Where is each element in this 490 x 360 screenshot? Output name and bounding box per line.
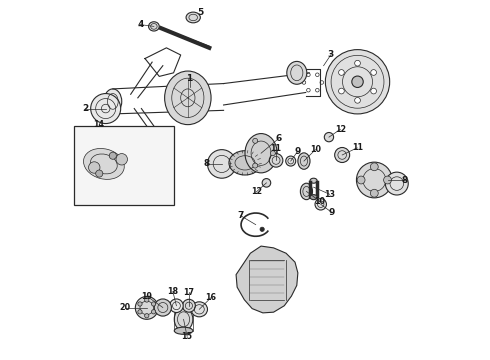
Circle shape [355,98,360,103]
Ellipse shape [165,71,211,125]
Ellipse shape [83,148,124,179]
Text: 2: 2 [82,104,88,113]
Circle shape [270,154,283,167]
Ellipse shape [287,62,307,84]
Text: 19: 19 [141,292,152,301]
Text: 11: 11 [270,144,282,153]
Circle shape [371,88,376,94]
Text: 8: 8 [402,176,408,185]
Circle shape [182,299,196,312]
Text: 10: 10 [310,145,321,154]
Text: 17: 17 [183,288,195,297]
Circle shape [138,302,142,306]
Circle shape [96,170,103,177]
Text: 8: 8 [204,159,210,168]
Circle shape [286,156,296,166]
Ellipse shape [310,178,317,183]
Ellipse shape [186,12,200,23]
Circle shape [324,132,334,142]
Text: 20: 20 [120,303,131,312]
Circle shape [253,163,258,168]
Circle shape [370,189,378,197]
Ellipse shape [300,183,313,200]
Circle shape [253,138,258,143]
Text: 4: 4 [137,20,144,29]
Circle shape [352,76,363,87]
Circle shape [145,314,149,318]
Text: 15: 15 [182,332,193,341]
Text: 18: 18 [167,287,178,296]
Text: 5: 5 [197,8,203,17]
Circle shape [89,162,100,173]
Ellipse shape [310,195,317,200]
Circle shape [170,299,183,312]
Bar [74,126,173,205]
Ellipse shape [245,134,277,173]
Text: 7: 7 [238,211,244,220]
Circle shape [384,176,392,184]
Text: 9: 9 [328,208,335,217]
Text: 11: 11 [352,143,363,152]
Text: 16: 16 [205,293,216,302]
Circle shape [91,94,121,123]
Circle shape [138,310,142,314]
Circle shape [357,176,365,184]
Circle shape [145,298,149,302]
Circle shape [109,152,117,159]
Circle shape [116,154,127,165]
Text: 12: 12 [335,125,346,134]
Circle shape [339,69,344,75]
Circle shape [260,227,264,231]
Text: 1: 1 [187,74,193,83]
Circle shape [325,50,390,114]
Ellipse shape [191,302,207,317]
Text: 9: 9 [294,147,301,156]
Circle shape [151,302,156,306]
Text: 12: 12 [251,187,262,196]
Circle shape [262,179,270,187]
Ellipse shape [104,89,122,114]
Circle shape [270,151,275,156]
Text: 14: 14 [93,120,104,129]
Text: 6: 6 [275,134,281,143]
Circle shape [356,162,392,198]
Circle shape [371,69,376,75]
Ellipse shape [174,308,193,331]
Text: 3: 3 [328,50,334,59]
Circle shape [339,88,344,94]
Circle shape [386,172,408,195]
Ellipse shape [148,22,159,31]
Circle shape [315,199,326,210]
Circle shape [151,310,156,314]
Ellipse shape [174,327,193,334]
Circle shape [355,60,360,66]
Ellipse shape [229,151,261,175]
Text: 10: 10 [315,197,325,206]
Circle shape [207,150,236,178]
Circle shape [370,163,378,171]
Circle shape [154,299,171,316]
Circle shape [135,296,158,319]
Circle shape [335,148,350,162]
Text: 13: 13 [324,190,335,199]
Ellipse shape [298,153,310,169]
Polygon shape [236,246,298,313]
